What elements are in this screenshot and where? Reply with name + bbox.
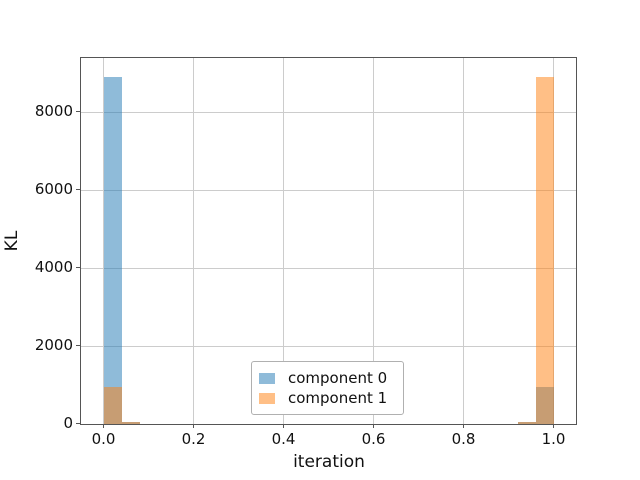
gridline-vertical — [553, 58, 554, 424]
gridline-horizontal — [81, 111, 576, 113]
x-tick-mark — [193, 424, 194, 428]
x-tick-label: 1.0 — [541, 430, 566, 448]
x-axis-label: iteration — [293, 452, 365, 472]
y-tick-mark — [76, 422, 80, 424]
gridline-vertical — [193, 58, 194, 424]
legend-row-component-0: component 0 — [259, 370, 395, 386]
x-tick-label: 0.8 — [451, 430, 476, 448]
y-tick-label: 8000 — [34, 102, 73, 121]
gridline-vertical — [373, 58, 374, 424]
gridline-vertical — [283, 58, 284, 424]
bar-component-1 — [121, 421, 140, 424]
x-tick-mark — [103, 424, 104, 428]
legend-swatch-component-1-icon — [259, 392, 275, 404]
y-tick-mark — [76, 188, 80, 190]
legend-row-component-1: component 1 — [259, 390, 395, 406]
y-tick-mark — [76, 344, 80, 346]
legend-swatch-component-0-icon — [259, 372, 275, 384]
y-axis-label: KL — [2, 230, 22, 252]
y-tick-label: 6000 — [34, 180, 73, 199]
x-tick-mark — [553, 424, 554, 428]
y-tick-label: 0 — [63, 414, 73, 432]
gridline-horizontal — [81, 189, 576, 191]
x-tick-label: 0.2 — [181, 430, 206, 448]
y-tick-label: 2000 — [34, 336, 73, 355]
gridline-vertical — [463, 58, 464, 424]
y-tick-mark — [76, 110, 80, 112]
legend-label-component-0: component 0 — [288, 369, 388, 387]
bar-component-1 — [517, 421, 536, 424]
gridline-horizontal — [81, 345, 576, 347]
x-tick-mark — [463, 424, 464, 428]
bar-component-0 — [103, 77, 122, 424]
x-tick-label: 0.4 — [271, 430, 296, 448]
y-tick-label: 4000 — [34, 258, 73, 277]
legend-label-component-1: component 1 — [288, 389, 388, 407]
x-tick-label: 0.0 — [91, 430, 116, 448]
x-tick-label: 0.6 — [361, 430, 386, 448]
bar-component-1 — [535, 77, 554, 424]
legend: component 0 component 1 — [251, 361, 404, 415]
bar-component-1 — [103, 386, 122, 424]
x-tick-mark — [373, 424, 374, 428]
gridline-horizontal — [81, 267, 576, 269]
x-tick-mark — [283, 424, 284, 428]
y-tick-mark — [76, 266, 80, 268]
